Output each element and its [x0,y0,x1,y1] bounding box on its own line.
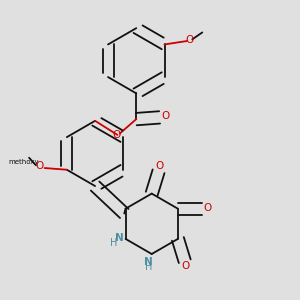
Text: O: O [161,111,169,122]
Text: N: N [144,256,153,267]
Text: O: O [185,35,194,45]
Text: O: O [182,261,190,271]
Text: H: H [110,238,117,248]
Text: O: O [35,161,44,171]
Text: H: H [145,262,152,272]
Text: O: O [112,130,121,140]
Text: O: O [203,203,211,213]
Text: methoxy: methoxy [8,159,38,165]
Text: N: N [115,232,124,242]
Text: O: O [155,161,164,172]
